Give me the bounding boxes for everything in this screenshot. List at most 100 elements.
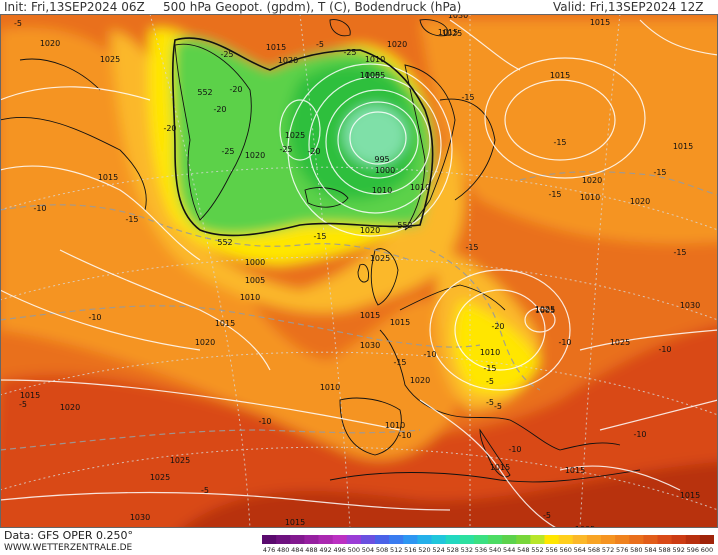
valid-time: Valid: Fri,13SEP2024 12Z xyxy=(553,0,704,14)
scale-swatch xyxy=(685,535,701,544)
pressure-label: 1010 xyxy=(365,55,385,64)
scale-swatch xyxy=(530,535,546,544)
pressure-label: 1030 xyxy=(360,341,380,350)
pressure-label: 1025 xyxy=(100,55,120,64)
scale-swatch xyxy=(276,535,291,544)
map-title: 500 hPa Geopot. (gpdm), T (C), Bodendruc… xyxy=(163,0,462,14)
pressure-label: 1005 xyxy=(575,525,595,534)
scale-swatch xyxy=(332,535,348,544)
temperature-label: -20 xyxy=(491,322,504,331)
pressure-label: 1005 xyxy=(245,276,265,285)
scale-swatch xyxy=(615,535,630,544)
temperature-label: -15 xyxy=(465,243,478,252)
pressure-label: 1020 xyxy=(387,40,407,49)
pressure-label: 1015 xyxy=(590,18,610,27)
pressure-label: 1015 xyxy=(20,391,40,400)
scale-tick-label: 528 xyxy=(446,546,458,553)
scale-swatch xyxy=(360,535,376,544)
temperature-label: -5 xyxy=(19,400,27,409)
pressure-label: 1030 xyxy=(130,513,150,522)
temperature-label: -20 xyxy=(307,147,320,156)
pressure-label: 1020 xyxy=(60,403,80,412)
scale-swatch xyxy=(488,535,503,544)
scale-tick-label: 580 xyxy=(630,546,642,553)
pressure-label: 1005 xyxy=(360,71,380,80)
pressure-label: 1005 xyxy=(365,71,385,80)
temperature-label: -15 xyxy=(461,93,474,102)
temperature-label: -25 xyxy=(220,50,233,59)
pressure-label: 1025 xyxy=(150,473,170,482)
scale-swatch xyxy=(544,535,560,544)
graticule xyxy=(0,14,718,528)
fill-low-center xyxy=(343,105,407,165)
temperature-label: -15 xyxy=(313,232,326,241)
scale-swatch xyxy=(516,535,531,544)
pressure-label: 1010 xyxy=(385,421,405,430)
pressure-label: 1030 xyxy=(680,301,700,310)
pressure-label: 1025 xyxy=(170,456,190,465)
scale-swatch xyxy=(601,535,616,544)
scale-swatch xyxy=(699,535,714,544)
scale-swatch xyxy=(671,535,687,544)
scale-tick-label: 600 xyxy=(701,546,713,553)
pressure-label: 1010 xyxy=(320,383,340,392)
geopotential-label: 552 xyxy=(397,221,412,230)
scale-tick-label: 552 xyxy=(531,546,543,553)
scale-swatch xyxy=(445,535,461,544)
temperature-label: -10 xyxy=(633,430,646,439)
temperature-label: -5 xyxy=(316,40,324,49)
pressure-label: 995 xyxy=(374,155,389,164)
temperature-label: -10 xyxy=(258,417,271,426)
temperature-label: -20 xyxy=(213,105,226,114)
pressure-label: 1010 xyxy=(480,348,500,357)
pressure-label: 1015 xyxy=(215,319,235,328)
scale-swatch xyxy=(586,535,602,544)
scale-tick-label: 512 xyxy=(390,546,402,553)
geopotential-label: 552 xyxy=(217,238,232,247)
temperature-label: -10 xyxy=(508,445,521,454)
pressure-label: 1025 xyxy=(535,305,555,314)
pressure-label: 1005 xyxy=(535,306,555,315)
pressure-label: 1010 xyxy=(372,186,392,195)
scale-tick-label: 596 xyxy=(687,546,699,553)
scale-swatch xyxy=(389,535,404,544)
pressure-label: 1010 xyxy=(410,183,430,192)
scale-tick-label: 544 xyxy=(503,546,515,553)
scale-swatch xyxy=(629,535,644,544)
pressure-label: 1015 xyxy=(680,491,700,500)
pressure-label: 1015 xyxy=(438,28,458,37)
pressure-label: 1015 xyxy=(673,142,693,151)
pressure-label: 1010 xyxy=(240,293,260,302)
scale-tick-label: 524 xyxy=(432,546,444,553)
isobars xyxy=(0,19,718,528)
scale-swatch xyxy=(657,535,673,544)
temperature-label: -5 xyxy=(14,19,22,28)
pressure-label: 1010 xyxy=(580,193,600,202)
pressure-label: 1020 xyxy=(410,376,430,385)
temperature-label: -5 xyxy=(486,377,494,386)
temperature-label: -15 xyxy=(553,138,566,147)
pressure-label: 1015 xyxy=(360,311,380,320)
pressure-label: 1015 xyxy=(390,318,410,327)
scale-swatch xyxy=(346,535,362,544)
scale-tick-label: 504 xyxy=(362,546,374,553)
scale-tick-label: 500 xyxy=(348,546,360,553)
fill-red-south xyxy=(0,324,718,528)
scale-swatch xyxy=(502,535,517,544)
scale-tick-label: 592 xyxy=(672,546,684,553)
scale-tick-label: 548 xyxy=(517,546,529,553)
temperature-label: -10 xyxy=(558,338,571,347)
temperature-label: -15 xyxy=(125,215,138,224)
scale-swatch xyxy=(417,535,433,544)
scale-swatch xyxy=(304,535,320,544)
scale-tick-label: 476 xyxy=(263,546,275,553)
temperature-label: -5 xyxy=(543,511,551,520)
scale-swatch xyxy=(318,535,334,544)
color-scale: 476 480 484 488 492 496 500 504 508 512 516 520 524 5… xyxy=(262,535,714,553)
temperature-isolines xyxy=(0,171,718,451)
pressure-label: 1000 xyxy=(375,166,395,175)
pressure-label: 1015 xyxy=(266,43,286,52)
